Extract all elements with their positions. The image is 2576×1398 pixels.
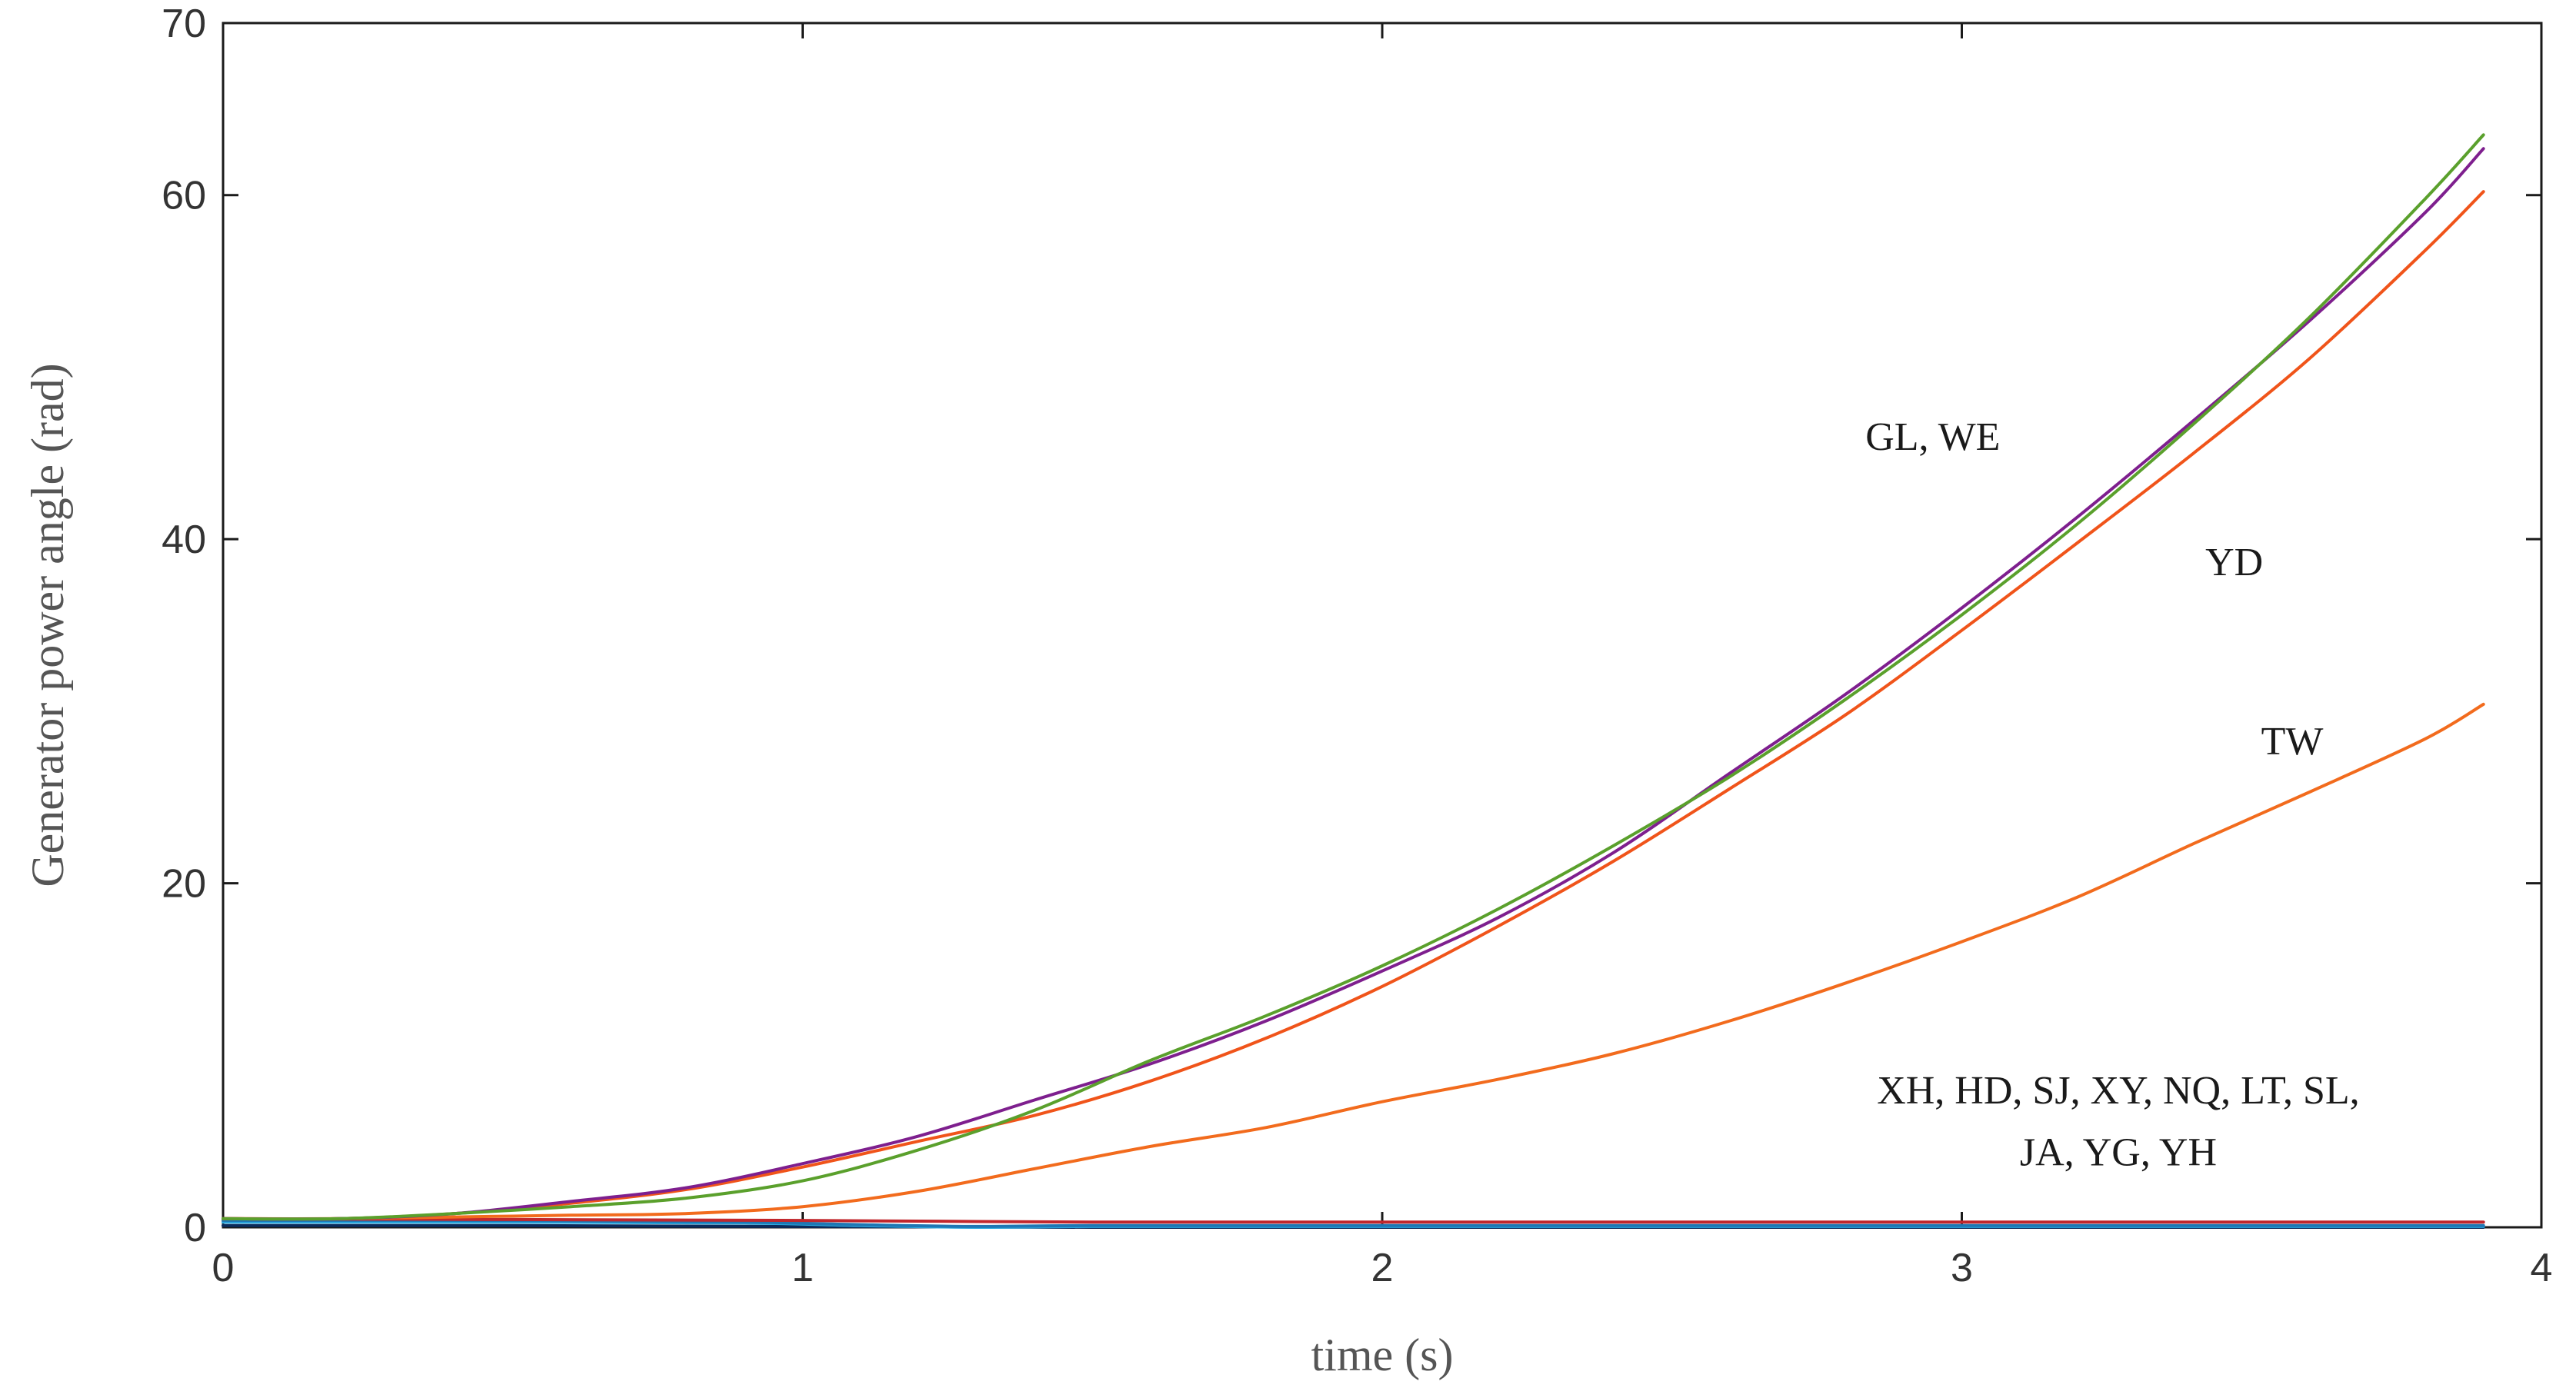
y-tick-label-3: 60 [162, 174, 206, 218]
y-tick-label-2: 40 [162, 518, 206, 562]
series-annotations: GL, WE YD TW XH, HD, SJ, XY, NQ, LT, SL, JA,… [1865, 415, 2359, 1175]
x-tick-label-2: 2 [1371, 1246, 1394, 1290]
x-tick-label-0: 0 [212, 1246, 235, 1290]
y-tick-label-1: 20 [162, 862, 206, 907]
plot-frame [222, 22, 2543, 1229]
series-line-tw [222, 702, 2485, 1220]
axis-ticks [222, 22, 2543, 1229]
y-tick-label-0: 0 [184, 1206, 206, 1250]
annotation-label-1: YD [2205, 541, 2263, 584]
x-tick-label-4: 4 [2531, 1246, 2553, 1290]
annotation-label-2: TW [2261, 720, 2324, 764]
annotation-label-3: XH, HD, SJ, XY, NQ, LT, SL, [1877, 1069, 2359, 1113]
series-line-gl [222, 133, 2485, 1221]
x-tick-label-1: 1 [791, 1246, 814, 1290]
series-line-we [222, 147, 2485, 1221]
x-axis-title: time (s) [1311, 1330, 1454, 1380]
series-lines [222, 133, 2485, 1230]
annotation-label-4: JA, YG, YH [2020, 1131, 2217, 1175]
y-axis-title: Generator power angle (rad) [22, 363, 73, 887]
series-line-yd [222, 190, 2485, 1221]
series-line-xh [222, 1217, 2485, 1224]
x-tick-label-3: 3 [1951, 1246, 1973, 1290]
y-tick-label-4: 70 [162, 2, 206, 46]
annotation-label-0: GL, WE [1865, 415, 2000, 459]
